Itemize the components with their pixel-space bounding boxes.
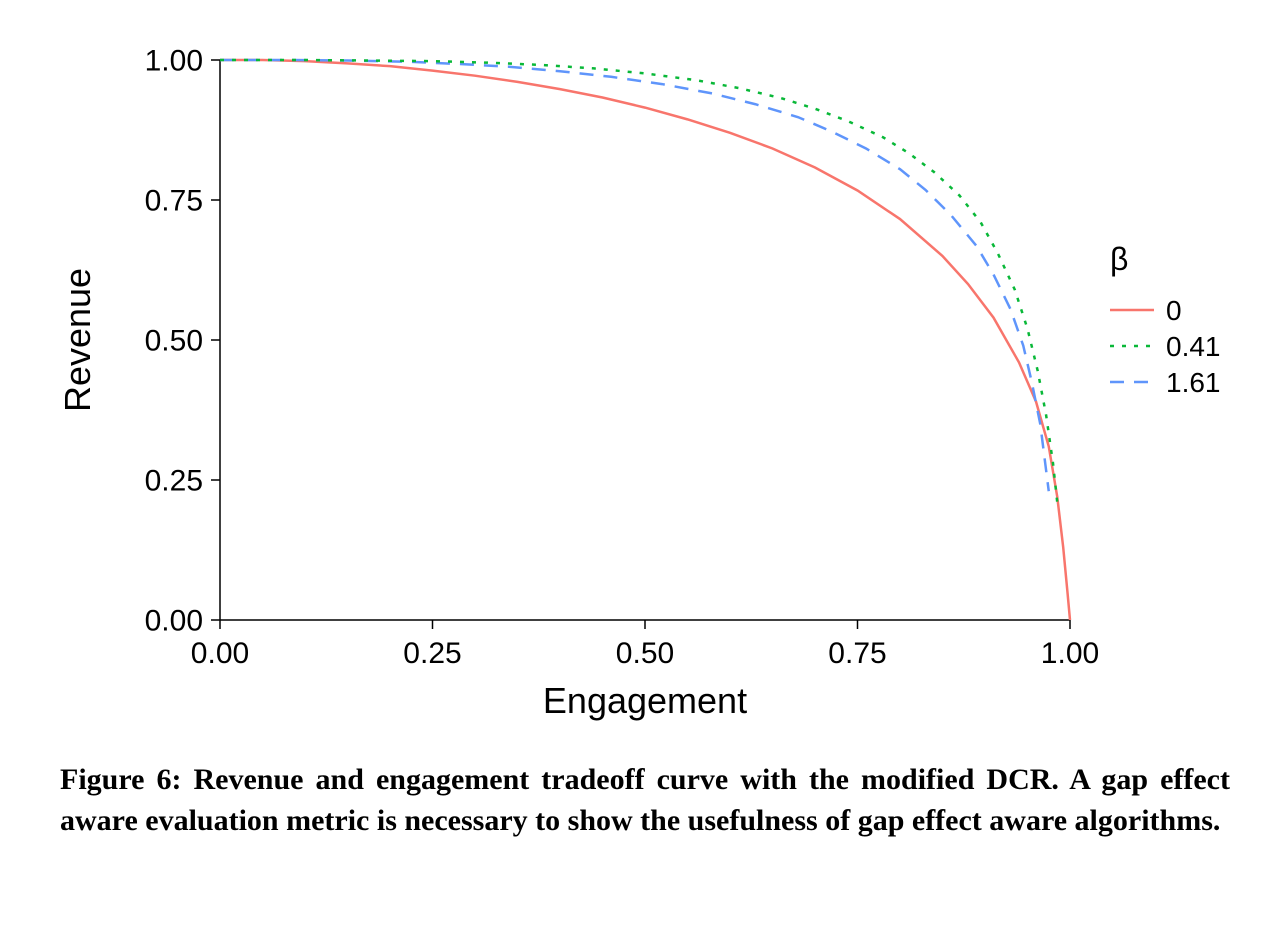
chart-svg: 0.00 0.25 0.50 0.75 1.00 0.00 0.25 0.50 0.75 1.00… bbox=[40, 20, 1240, 740]
tradeoff-chart: 0.00 0.25 0.50 0.75 1.00 0.00 0.25 0.50 0.75 1.00… bbox=[40, 20, 1240, 740]
y-tick-label: 0.75 bbox=[145, 185, 203, 218]
x-tick-label: 0.75 bbox=[828, 637, 886, 670]
legend-label: 0.41 bbox=[1166, 331, 1221, 362]
x-tick-label: 1.00 bbox=[1041, 637, 1099, 670]
y-axis-label: Revenue bbox=[57, 268, 98, 412]
x-tick-label: 0.00 bbox=[191, 637, 249, 670]
y-tick-label: 0.50 bbox=[145, 325, 203, 358]
x-axis-label: Engagement bbox=[543, 680, 747, 721]
y-tick-label: 1.00 bbox=[145, 45, 203, 78]
x-tick-label: 0.25 bbox=[403, 637, 461, 670]
y-tick-label: 0.00 bbox=[145, 605, 203, 638]
caption-prefix: Figure 6: bbox=[60, 763, 194, 796]
y-tick-label: 0.25 bbox=[145, 465, 203, 498]
legend-label: 1.61 bbox=[1166, 367, 1221, 398]
x-tick-label: 0.50 bbox=[616, 637, 674, 670]
legend-label: 0 bbox=[1166, 295, 1182, 326]
caption-body: Revenue and engagement tradeoff curve wi… bbox=[60, 763, 1230, 837]
page: 0.00 0.25 0.50 0.75 1.00 0.00 0.25 0.50 0.75 1.00… bbox=[0, 0, 1272, 936]
legend-title: β bbox=[1110, 241, 1128, 277]
figure-caption: Figure 6: Revenue and engagement tradeof… bbox=[60, 760, 1230, 841]
